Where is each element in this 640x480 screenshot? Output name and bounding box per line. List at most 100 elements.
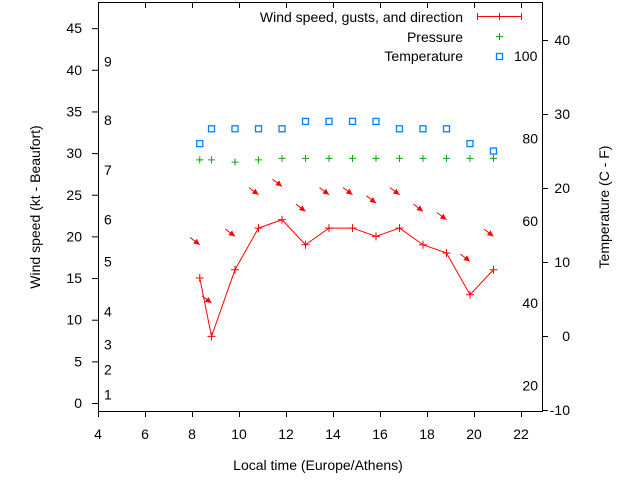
- y2-tick-label: 0: [562, 328, 570, 344]
- y2-axis-label: Temperature (C - F): [596, 146, 612, 269]
- gust-direction-arrow: [201, 295, 212, 304]
- wind-speed-point: [195, 274, 204, 283]
- y2-tick-label: 40: [554, 32, 570, 48]
- legend-label-pressure: Pressure: [407, 29, 463, 45]
- arrow-head: [486, 230, 494, 237]
- temperature-point: [278, 125, 286, 133]
- pressure-point: [443, 154, 451, 162]
- x-tick-label: 10: [231, 426, 247, 442]
- arrow-head: [369, 197, 377, 204]
- temperature-point: [325, 117, 333, 126]
- arrow-head: [275, 180, 283, 187]
- x-tick-label: 16: [372, 426, 388, 442]
- gust-direction-arrow: [413, 203, 424, 212]
- pressure-point: [196, 156, 204, 164]
- pressure-point: [255, 156, 263, 164]
- gust-direction-arrow: [248, 187, 259, 196]
- temperature-point: [489, 147, 498, 155]
- pressure-point: [396, 154, 404, 162]
- gust-direction-arrow: [189, 237, 201, 246]
- arrow-head: [416, 205, 424, 212]
- wind-speed-point: [442, 249, 451, 258]
- beaufort-label: 1: [104, 387, 112, 403]
- temperature-point: [419, 125, 427, 133]
- gust-direction-arrow: [319, 187, 330, 196]
- arrow-head: [228, 230, 236, 237]
- fahrenheit-label: 20: [522, 377, 538, 393]
- fahrenheit-label: 40: [522, 295, 538, 311]
- beaufort-label: 8: [104, 112, 112, 128]
- y2-tick-label: -10: [550, 402, 570, 418]
- y-tick-label: 30: [66, 145, 82, 161]
- y-tick-label: 15: [66, 270, 82, 286]
- wind-speed-point: [372, 232, 381, 241]
- temperature-point: [395, 125, 404, 133]
- beaufort-label: 7: [104, 162, 112, 178]
- arrow-head: [345, 188, 353, 195]
- y2-tick-label: 20: [554, 180, 570, 196]
- wind-speed-point: [419, 240, 428, 249]
- beaufort-label: 6: [104, 212, 112, 228]
- arrow-head: [298, 205, 306, 212]
- wind-speed-point: [231, 265, 240, 274]
- gust-direction-arrow: [295, 203, 306, 212]
- beaufort-label: 9: [104, 53, 112, 69]
- x-tick-label: 18: [419, 426, 435, 442]
- pressure-point: [490, 154, 498, 162]
- pressure-point: [419, 154, 427, 162]
- temperature-point: [301, 117, 310, 126]
- gust-direction-arrow: [272, 178, 283, 187]
- temperature-point: [348, 117, 357, 126]
- temperature-point: [231, 125, 239, 133]
- pressure-point: [231, 158, 239, 166]
- x-tick-label: 14: [325, 426, 341, 442]
- y2-tick-label: 30: [554, 106, 570, 122]
- y-tick-label: 0: [74, 395, 82, 411]
- y-axis-label: Wind speed (kt - Beaufort): [27, 125, 43, 288]
- x-tick-label: 22: [513, 426, 529, 442]
- gust-direction-arrow: [366, 195, 377, 204]
- beaufort-label: 2: [104, 362, 112, 378]
- y-tick-label: 45: [66, 20, 82, 36]
- pressure-point: [349, 154, 357, 162]
- wind-speed-point: [395, 224, 404, 233]
- pressure-point: [302, 154, 310, 162]
- legend: Wind speed, gusts, and direction Pressur…: [260, 9, 522, 64]
- wind-speed-point: [207, 332, 216, 341]
- wind-speed-point: [254, 224, 263, 233]
- wind-speed-point: [278, 215, 287, 224]
- gust-direction-arrow: [483, 228, 494, 237]
- wind-speed-point: [325, 224, 334, 233]
- y-tick-label: 35: [66, 103, 82, 119]
- gust-direction-arrow: [460, 253, 471, 262]
- x-axis-label: Local time (Europe/Athens): [233, 457, 403, 473]
- arrow-head: [193, 238, 200, 245]
- gust-direction-arrow: [342, 187, 353, 196]
- temperature-point: [442, 125, 451, 133]
- x-tick-label: 8: [188, 426, 196, 442]
- gust-direction-arrow: [389, 187, 400, 196]
- wind-speed-line: [199, 219, 494, 339]
- legend-swatch-pressure: [496, 33, 503, 40]
- pressure-point: [372, 154, 380, 162]
- temperature-point: [372, 117, 380, 126]
- x-tick-label: 4: [94, 426, 102, 442]
- legend-swatch-temperature: [495, 52, 504, 61]
- pressure-point: [208, 156, 216, 164]
- y-tick-label: 10: [66, 312, 82, 328]
- arrow-head: [251, 188, 259, 195]
- wind-speed-point: [489, 265, 498, 274]
- pressure-point: [325, 154, 333, 162]
- arrow-head: [322, 188, 330, 195]
- gust-direction-arrow: [225, 228, 236, 237]
- temperature-point: [207, 125, 216, 133]
- y2-tick-label: 10: [554, 254, 570, 270]
- x-tick-label: 20: [466, 426, 482, 442]
- arrow-head: [439, 213, 447, 220]
- legend-label-temperature: Temperature: [384, 48, 463, 64]
- wind-speed-point: [466, 290, 475, 299]
- arrow-head: [204, 297, 212, 304]
- beaufort-label: 3: [104, 337, 112, 353]
- temperature-point: [254, 125, 263, 133]
